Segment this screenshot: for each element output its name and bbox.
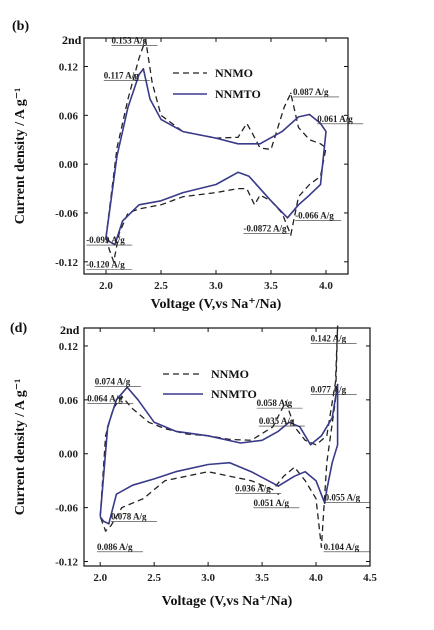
x-tick-label: 3.5 — [255, 572, 269, 584]
annotation-point — [112, 260, 115, 263]
x-tick-label: 2.5 — [154, 280, 168, 292]
y-axis-label: Current density / A g⁻¹ — [13, 379, 28, 516]
annotation-label: 0.058 A/g — [257, 398, 293, 408]
y-tick-label: 0.06 — [59, 395, 79, 407]
cycle-label: 2nd — [62, 33, 82, 47]
chart-panel-2: 2.0 2.5 3.0 3.5 4.0 4.5 -0.12 -0.06 0.00 0.06 0.12… — [10, 321, 377, 609]
annotation-label: 0.086 A/g — [97, 542, 133, 552]
legend-label: NNMTO — [211, 387, 257, 401]
x-tick-label: 2.5 — [147, 572, 161, 584]
x-axis-label: Voltage (V,vs Na⁺/Na) — [151, 297, 282, 312]
annotation-point — [277, 493, 280, 495]
y-tick-label: 0.12 — [59, 341, 79, 353]
annotation-label: 0.077 A/g — [311, 385, 347, 395]
chart-panel-1: 2.0 2.5 3.0 3.5 4.0 -0.12 -0.06 0.00 0.06 0.12 0.1… — [12, 19, 364, 312]
annotation-label: 0.117 A/g — [104, 71, 140, 81]
annotation-label: -0.066 A/g — [295, 211, 334, 221]
x-tick-label: 2.0 — [99, 280, 113, 292]
annotation-point — [108, 522, 110, 525]
annotation-point — [104, 530, 107, 532]
annotation-point — [288, 421, 290, 424]
x-tick-label: 2.0 — [93, 572, 107, 584]
annotation-point — [286, 217, 289, 219]
y-tick-label: 0.00 — [59, 159, 79, 171]
annotation-point — [336, 325, 339, 328]
annotation-label: -0.099 A/g — [86, 235, 125, 245]
annotation-label: 0.078 A/g — [111, 511, 147, 521]
x-tick-label: 4.5 — [363, 572, 377, 584]
panel-label: (d) — [10, 321, 27, 336]
annotation-point — [285, 400, 287, 403]
annotation-point — [290, 234, 292, 236]
annotation-label: 0.153 A/g — [112, 36, 148, 46]
annotation-label: 0.074 A/g — [95, 377, 131, 387]
annotation-point — [320, 546, 323, 548]
x-tick-label: 4.0 — [309, 572, 323, 584]
annotation-label: 0.036 A/g — [235, 483, 271, 493]
panel-label: (b) — [12, 19, 29, 34]
annotation-label: -0.120 A/g — [86, 259, 125, 269]
annotation-point — [308, 113, 311, 116]
y-tick-label: 0.12 — [59, 61, 79, 73]
annotation-point — [120, 395, 123, 398]
y-tick-label: -0.12 — [55, 557, 78, 569]
annotation-point — [277, 485, 280, 487]
legend-label: NNMO — [211, 367, 249, 381]
x-tick-label: 3.0 — [209, 280, 223, 292]
annotation-label: 0.035 A/g — [259, 416, 295, 426]
annotation-label: -0.0872 A/g — [244, 224, 288, 234]
annotation-point — [323, 502, 326, 504]
annotation-point — [114, 243, 116, 246]
annotation-label: 0.064 A/g — [87, 394, 123, 404]
y-axis-label: Current density / A g⁻¹ — [13, 88, 28, 225]
series-line-nnmto — [99, 383, 339, 525]
annotation-point — [290, 92, 292, 95]
annotation-label: 0.142 A/g — [311, 333, 347, 343]
annotation-label: 0.055 A/g — [325, 492, 361, 502]
x-tick-label: 3.0 — [201, 572, 215, 584]
plot-frame — [83, 327, 371, 567]
y-tick-label: -0.12 — [55, 257, 78, 269]
y-tick-label: 0.00 — [59, 449, 79, 461]
annotation-point — [336, 383, 339, 386]
series-line-nnmto — [105, 68, 327, 246]
y-tick-label: 0.06 — [59, 110, 79, 122]
x-axis-label: Voltage (V,vs Na⁺/Na) — [162, 594, 293, 609]
cycle-label: 2nd — [60, 323, 80, 337]
x-tick-label: 3.5 — [264, 280, 278, 292]
y-tick-label: -0.06 — [55, 503, 78, 515]
legend-label: NNMO — [215, 66, 253, 80]
legend-label: NNMTO — [215, 87, 261, 101]
annotation-label: 0.104 A/g — [324, 542, 360, 552]
annotation-label: 0.051 A/g — [253, 498, 289, 508]
annotation-point — [144, 38, 147, 41]
y-tick-label: -0.06 — [55, 208, 78, 220]
annotation-label: 0.061 A/g — [317, 114, 353, 124]
x-tick-label: 4.0 — [319, 280, 333, 292]
annotation-point — [142, 68, 145, 70]
annotation-label: 0.087 A/g — [293, 87, 329, 97]
annotation-point — [126, 386, 128, 389]
